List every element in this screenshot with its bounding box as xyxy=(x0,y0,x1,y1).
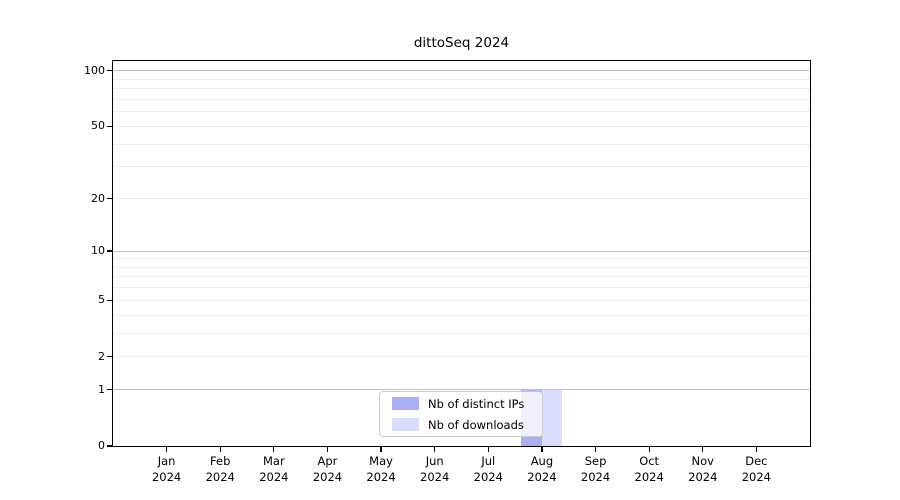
x-tick-year: 2024 xyxy=(580,470,611,484)
minor-gridline xyxy=(113,166,810,168)
x-tick-mark xyxy=(380,447,382,452)
x-tick-year: 2024 xyxy=(312,470,343,484)
x-tick-label: Sep 2024 xyxy=(564,453,628,485)
major-gridline xyxy=(113,70,810,72)
major-gridline xyxy=(113,250,810,252)
y-tick-label: 0 xyxy=(98,439,105,452)
chart-title: dittoSeq 2024 xyxy=(413,35,510,51)
minor-gridline xyxy=(113,125,810,127)
legend-entry: Nb of downloads xyxy=(392,418,542,432)
x-tick-month: Dec xyxy=(745,454,768,468)
y-tick-mark xyxy=(107,125,113,127)
x-tick-label: Dec 2024 xyxy=(724,453,788,485)
x-tick-label: Mar 2024 xyxy=(242,453,306,485)
x-tick-month: Jun xyxy=(425,454,444,468)
y-tick-label: 50 xyxy=(91,119,105,133)
y-tick-label: 100 xyxy=(84,63,105,77)
x-tick-mark xyxy=(166,447,168,452)
y-tick-mark xyxy=(107,70,113,72)
x-tick-month: Jan xyxy=(157,454,176,468)
minor-gridline xyxy=(113,258,810,260)
x-tick-label: Feb 2024 xyxy=(188,453,252,485)
x-tick-year: 2024 xyxy=(527,470,557,484)
plot-area xyxy=(113,61,810,446)
minor-gridline xyxy=(113,287,810,289)
y-tick-label: 5 xyxy=(98,293,105,307)
x-tick-month: Mar xyxy=(262,454,285,468)
x-tick-mark xyxy=(594,447,597,452)
x-tick-month: Sep xyxy=(584,454,607,468)
minor-gridline xyxy=(113,276,810,278)
legend: Nb of distinct IPs Nb of downloads xyxy=(379,391,543,437)
y-tick-label: 2 xyxy=(98,349,105,363)
x-tick-year: 2024 xyxy=(420,470,450,484)
x-tick-year: 2024 xyxy=(473,470,503,484)
minor-gridline xyxy=(113,98,810,100)
x-tick-mark xyxy=(487,447,489,452)
x-tick-year: 2024 xyxy=(688,470,718,484)
x-tick-mark xyxy=(326,447,329,452)
x-tick-month: Nov xyxy=(691,454,714,468)
x-tick-mark xyxy=(702,447,704,452)
minor-gridline xyxy=(113,198,810,199)
y-tick-mark xyxy=(107,299,113,301)
minor-gridline xyxy=(113,314,810,316)
x-tick-label: Jun 2024 xyxy=(403,453,467,485)
x-tick-month: Apr xyxy=(317,454,338,468)
x-tick-month: May xyxy=(369,454,393,468)
minor-gridline xyxy=(113,332,810,334)
minor-gridline xyxy=(113,143,810,145)
x-tick-label: Aug 2024 xyxy=(510,453,574,485)
major-gridline xyxy=(113,389,810,391)
minor-gridline xyxy=(113,78,810,80)
x-tick-year: 2024 xyxy=(634,470,664,484)
x-tick-month: Jul xyxy=(481,454,496,468)
x-tick-label: Jan 2024 xyxy=(135,453,199,485)
y-tick-mark xyxy=(107,356,113,358)
minor-gridline xyxy=(113,266,810,268)
x-tick-label: Oct 2024 xyxy=(617,453,681,485)
x-tick-month: Feb xyxy=(210,454,231,468)
y-tick-mark xyxy=(107,250,113,252)
minor-gridline xyxy=(113,88,810,90)
minor-gridline xyxy=(113,356,810,358)
bar-nb-of-downloads xyxy=(541,389,563,446)
x-tick-year: 2024 xyxy=(741,470,772,484)
x-tick-mark xyxy=(273,447,275,452)
x-tick-label: Jul 2024 xyxy=(456,453,520,485)
x-tick-month: Oct xyxy=(639,454,660,468)
x-tick-year: 2024 xyxy=(259,470,289,484)
y-tick-label: 10 xyxy=(91,244,105,258)
x-tick-label: Nov 2024 xyxy=(671,453,735,485)
x-tick-year: 2024 xyxy=(151,470,182,484)
legend-label: Nb of distinct IPs xyxy=(428,396,525,411)
x-tick-label: Apr 2024 xyxy=(295,453,359,485)
x-tick-year: 2024 xyxy=(366,470,396,484)
x-tick-mark xyxy=(219,447,221,452)
x-tick-mark xyxy=(755,447,757,452)
x-tick-mark xyxy=(648,447,650,452)
y-tick-label: 20 xyxy=(91,191,105,205)
legend-swatch-icon xyxy=(392,397,419,410)
legend-entry: Nb of distinct IPs xyxy=(392,397,542,411)
x-tick-mark xyxy=(434,447,436,452)
minor-gridline xyxy=(113,299,810,301)
x-tick-year: 2024 xyxy=(205,470,235,484)
legend-swatch-icon xyxy=(392,418,419,431)
y-tick-mark xyxy=(107,389,113,391)
x-tick-mark xyxy=(541,447,543,452)
minor-gridline xyxy=(113,111,810,113)
y-tick-label: 1 xyxy=(98,382,105,396)
legend-label: Nb of downloads xyxy=(428,417,524,432)
x-tick-month: Aug xyxy=(530,454,554,468)
y-tick-mark xyxy=(107,197,113,200)
x-tick-label: May 2024 xyxy=(349,453,413,485)
y-tick-mark xyxy=(107,445,113,447)
